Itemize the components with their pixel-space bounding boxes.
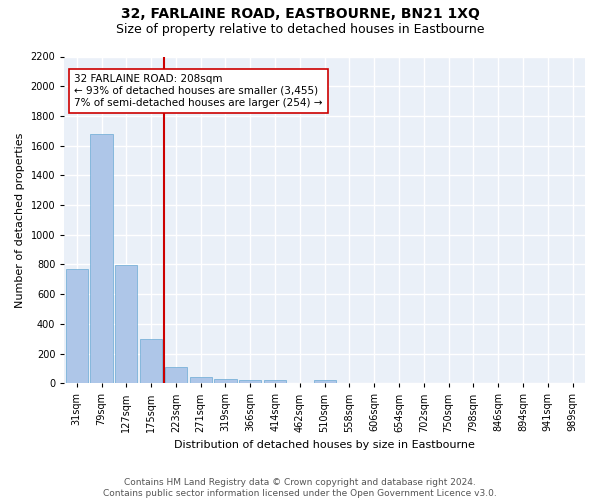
Bar <box>140 338 162 384</box>
Bar <box>91 134 113 384</box>
Bar <box>239 380 262 384</box>
Text: 32 FARLAINE ROAD: 208sqm
← 93% of detached houses are smaller (3,455)
7% of semi: 32 FARLAINE ROAD: 208sqm ← 93% of detach… <box>74 74 323 108</box>
Bar <box>214 379 236 384</box>
Text: Contains HM Land Registry data © Crown copyright and database right 2024.
Contai: Contains HM Land Registry data © Crown c… <box>103 478 497 498</box>
Text: Size of property relative to detached houses in Eastbourne: Size of property relative to detached ho… <box>116 22 484 36</box>
Y-axis label: Number of detached properties: Number of detached properties <box>15 132 25 308</box>
Bar <box>115 265 137 384</box>
Bar <box>314 380 336 384</box>
Text: 32, FARLAINE ROAD, EASTBOURNE, BN21 1XQ: 32, FARLAINE ROAD, EASTBOURNE, BN21 1XQ <box>121 8 479 22</box>
Bar <box>264 380 286 384</box>
Bar <box>65 269 88 384</box>
X-axis label: Distribution of detached houses by size in Eastbourne: Distribution of detached houses by size … <box>174 440 475 450</box>
Bar <box>190 377 212 384</box>
Bar <box>165 367 187 384</box>
